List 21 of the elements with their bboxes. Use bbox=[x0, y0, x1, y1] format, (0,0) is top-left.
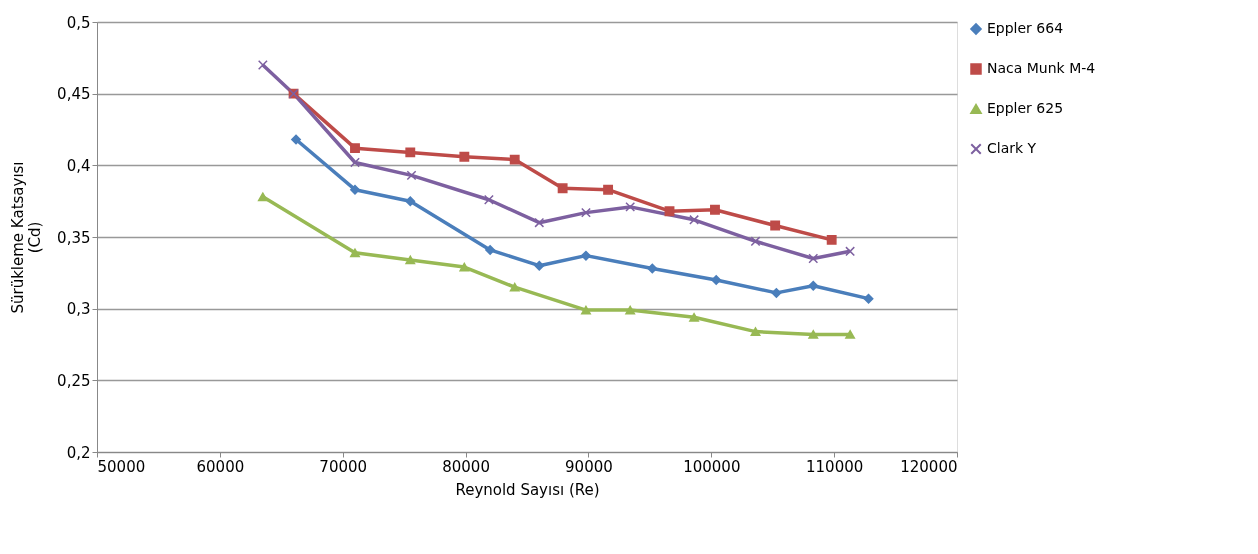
legend-label: Eppler 664 bbox=[987, 20, 1064, 36]
x-tick-label: 110000 bbox=[806, 457, 864, 476]
x-tick-label: 50000 bbox=[97, 457, 146, 476]
x-tick-label: 60000 bbox=[196, 457, 245, 476]
y-tick-label: 0,2 bbox=[66, 443, 91, 462]
y-axis-title: Sürükleme Katsayısı (Cd) bbox=[9, 161, 45, 314]
x-tick-label: 100000 bbox=[683, 457, 741, 476]
x-tick-label: 70000 bbox=[319, 457, 368, 476]
legend-label: Naca Munk M-4 bbox=[987, 60, 1096, 76]
y-tick-label: 0,35 bbox=[57, 228, 91, 247]
x-tick-label: 120000 bbox=[900, 457, 958, 476]
x-tick-label: 80000 bbox=[442, 457, 490, 476]
y-tick-label: 0,3 bbox=[66, 300, 91, 319]
y-tick-label: 0,5 bbox=[66, 13, 91, 32]
y-tick-label: 0,4 bbox=[66, 156, 91, 175]
x-axis-title: Reynold Sayısı (Re) bbox=[455, 480, 600, 499]
y-tick-label: 0,25 bbox=[57, 371, 91, 390]
legend-label: Eppler 625 bbox=[987, 100, 1064, 116]
x-tick-label: 90000 bbox=[565, 457, 613, 476]
y-tick-label: 0,45 bbox=[57, 85, 91, 104]
legend-label: Clark Y bbox=[987, 140, 1037, 156]
